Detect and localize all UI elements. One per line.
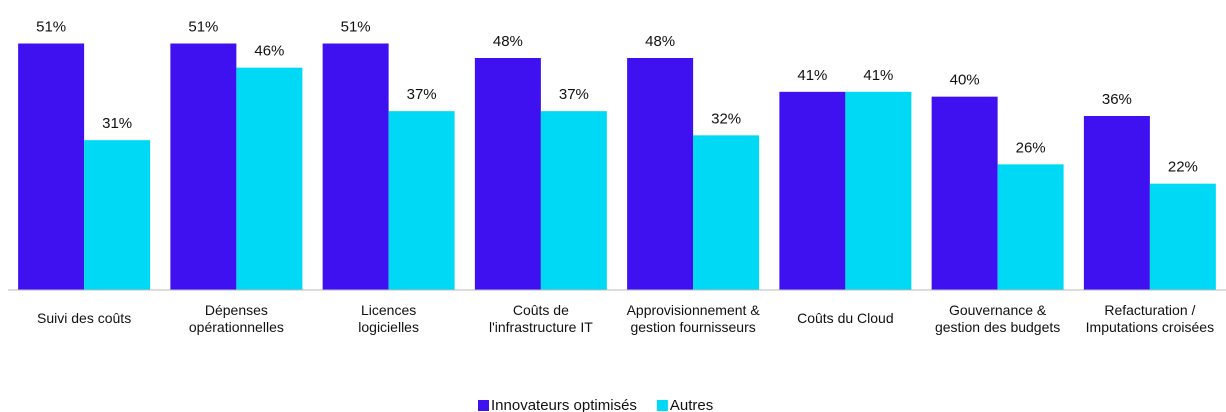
value-label: 37%: [559, 86, 589, 103]
bar: [779, 91, 846, 290]
bar: [322, 43, 389, 290]
x-tick-label: Refacturation / Imputations croisées: [1085, 302, 1215, 335]
value-label: 31%: [102, 115, 132, 132]
value-label: 48%: [645, 33, 675, 50]
bar: [997, 164, 1064, 290]
value-label: 22%: [1168, 159, 1198, 176]
value-label: 26%: [1016, 139, 1046, 156]
x-tick-label: Approvisionnement & gestion fournisseurs: [626, 302, 760, 335]
bar: [84, 140, 151, 290]
legend-label: Innovateurs optimisés: [491, 397, 637, 412]
bar: [540, 111, 607, 291]
bar: [1083, 116, 1150, 290]
bar: [931, 96, 998, 291]
value-label: 51%: [341, 19, 371, 36]
value-label: 40%: [950, 72, 980, 89]
bar: [1149, 183, 1216, 290]
value-label: 41%: [797, 67, 827, 84]
x-tick-label: Gouvernance & gestion des budgets: [934, 302, 1061, 335]
legend: Innovateurs optimisés Autres: [478, 397, 713, 412]
value-label: 36%: [1102, 91, 1132, 108]
bar: [474, 58, 541, 290]
bar: [18, 43, 85, 290]
value-label: 41%: [863, 67, 893, 84]
x-tick-label: Dépenses opérationnelles: [188, 302, 284, 335]
value-label: 37%: [407, 86, 437, 103]
bar: [388, 111, 455, 291]
legend-swatch: [478, 400, 489, 411]
value-label: 51%: [188, 19, 218, 36]
bar: [693, 135, 760, 290]
value-label: 51%: [36, 19, 66, 36]
value-label: 32%: [711, 110, 741, 127]
x-tick-label: Suivi des coûts: [37, 310, 132, 326]
x-tick-label: Coûts du Cloud: [797, 310, 894, 326]
legend-swatch: [656, 400, 668, 411]
bar: [845, 91, 912, 290]
bar: [627, 58, 694, 290]
legend-label: Autres: [670, 397, 713, 412]
value-label: 46%: [254, 43, 284, 60]
bar: [170, 43, 237, 290]
bar: [236, 67, 303, 291]
x-tick-label: Coûts de l'infrastructure IT: [488, 302, 593, 335]
x-tick-label: Licences logicielles: [358, 302, 419, 335]
value-label: 48%: [493, 33, 523, 50]
